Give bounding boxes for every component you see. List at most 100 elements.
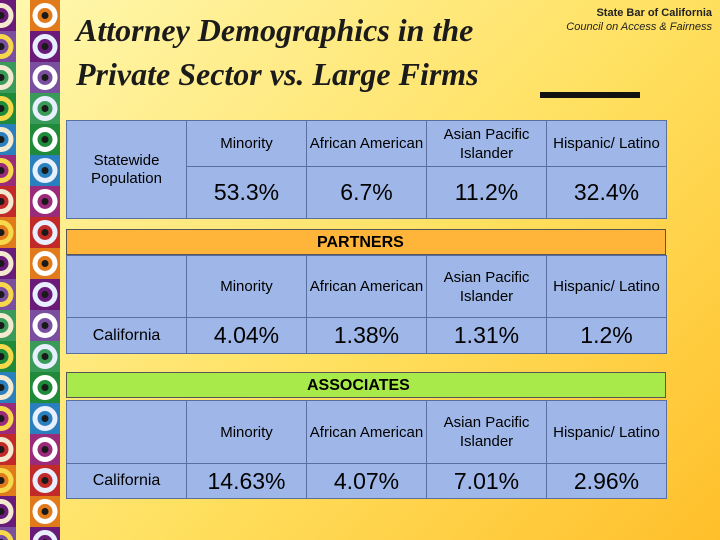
statewide-row-label: Statewide Population xyxy=(66,120,187,219)
organization-label: State Bar of California Council on Acces… xyxy=(566,6,712,34)
strip-circle xyxy=(32,375,58,400)
partners-asian-pacific-islander-value: 1.31% xyxy=(426,317,547,354)
strip-circle xyxy=(0,220,14,245)
associates-african-american-value: 4.07% xyxy=(306,463,427,499)
strip-dot xyxy=(0,322,5,329)
strip-dot xyxy=(41,291,49,298)
strip-circle xyxy=(32,3,58,28)
strip-circle xyxy=(32,189,58,214)
associates-banner: ASSOCIATES xyxy=(66,372,666,398)
organization-name: State Bar of California xyxy=(596,7,712,19)
strip-dot xyxy=(0,43,5,50)
strip-circle xyxy=(32,251,58,276)
col-header-minority: Minority xyxy=(186,400,307,464)
strip-dot xyxy=(0,260,5,267)
strip-circle xyxy=(0,127,14,152)
strip-circle xyxy=(32,127,58,152)
strip-dot xyxy=(0,353,5,360)
strip-circle xyxy=(32,437,58,462)
col-header-hispanic-latino: Hispanic/ Latino xyxy=(546,255,667,318)
statewide-african-american-value: 6.7% xyxy=(306,166,427,219)
partners-blank-cell xyxy=(66,255,187,318)
strip-circle xyxy=(0,437,14,462)
strip-dot xyxy=(41,415,49,422)
strip-circle xyxy=(0,282,14,307)
strip-dot xyxy=(41,229,49,236)
strip-circle xyxy=(0,344,14,369)
strip-circle xyxy=(32,313,58,338)
partners-row-label: California xyxy=(66,317,187,354)
col-header-african-american: African American xyxy=(306,255,427,318)
strip-circle xyxy=(32,158,58,183)
strip-circle xyxy=(0,3,14,28)
strip-dot xyxy=(41,43,49,50)
statewide-hispanic-latino-value: 32.4% xyxy=(546,166,667,219)
col-header-asian-pacific-islander: Asian Pacific Islander xyxy=(426,255,547,318)
strip-circle xyxy=(32,96,58,121)
strip-dot xyxy=(0,74,5,81)
associates-blank-cell xyxy=(66,400,187,464)
strip-circle xyxy=(32,468,58,493)
col-header-african-american: African American xyxy=(306,120,427,167)
col-header-minority: Minority xyxy=(186,120,307,167)
strip-circle xyxy=(32,220,58,245)
partners-table: Minority African American Asian Pacific … xyxy=(66,255,667,354)
strip-circle xyxy=(0,468,14,493)
strip-circle xyxy=(0,406,14,431)
col-header-hispanic-latino: Hispanic/ Latino xyxy=(546,400,667,464)
strip-circle xyxy=(0,34,14,59)
page-title: Attorney Demographics in the Private Sec… xyxy=(76,12,479,92)
strip-dot xyxy=(41,260,49,267)
partners-hispanic-latino-value: 1.2% xyxy=(546,317,667,354)
strip-dot xyxy=(0,136,5,143)
col-header-asian-pacific-islander: Asian Pacific Islander xyxy=(426,400,547,464)
partners-minority-value: 4.04% xyxy=(186,317,307,354)
strip-dot xyxy=(0,384,5,391)
associates-hispanic-latino-value: 2.96% xyxy=(546,463,667,499)
strip-dot xyxy=(41,446,49,453)
strip-circle xyxy=(0,499,14,524)
strip-dot xyxy=(41,136,49,143)
col-header-asian-pacific-islander: Asian Pacific Islander xyxy=(426,120,547,167)
strip-circle xyxy=(0,65,14,90)
strip-dot xyxy=(41,105,49,112)
title-rule xyxy=(540,92,640,98)
strip-circle xyxy=(32,406,58,431)
strip-circle xyxy=(0,96,14,121)
strip-circle xyxy=(32,344,58,369)
strip-circle xyxy=(0,251,14,276)
strip-circle xyxy=(32,499,58,524)
strip-circle xyxy=(0,189,14,214)
strip-dot xyxy=(0,446,5,453)
strip-dot xyxy=(41,12,49,19)
col-header-african-american: African American xyxy=(306,400,427,464)
statewide-asian-pacific-islander-value: 11.2% xyxy=(426,166,547,219)
strip-dot xyxy=(41,167,49,174)
strip-circle xyxy=(32,65,58,90)
organization-subtitle: Council on Access & Fairness xyxy=(566,21,712,33)
strip-dot xyxy=(41,477,49,484)
statewide-table: Statewide Population Minority African Am… xyxy=(66,120,667,219)
statewide-minority-value: 53.3% xyxy=(186,166,307,219)
strip-dot xyxy=(0,12,5,19)
strip-circle xyxy=(0,158,14,183)
partners-banner: PARTNERS xyxy=(66,229,666,255)
strip-dot xyxy=(41,508,49,515)
strip-circle xyxy=(32,34,58,59)
strip-circle xyxy=(0,530,14,540)
strip-dot xyxy=(0,198,5,205)
strip-dot xyxy=(0,415,5,422)
associates-table: Minority African American Asian Pacific … xyxy=(66,400,667,499)
strip-dot xyxy=(0,229,5,236)
strip-dot xyxy=(41,198,49,205)
strip-dot xyxy=(0,477,5,484)
col-header-hispanic-latino: Hispanic/ Latino xyxy=(546,120,667,167)
strip-dot xyxy=(0,508,5,515)
associates-row-label: California xyxy=(66,463,187,499)
strip-dot xyxy=(41,353,49,360)
strip-dot xyxy=(41,74,49,81)
associates-minority-value: 14.63% xyxy=(186,463,307,499)
strip-dot xyxy=(41,322,49,329)
associates-asian-pacific-islander-value: 7.01% xyxy=(426,463,547,499)
strip-circle xyxy=(0,375,14,400)
